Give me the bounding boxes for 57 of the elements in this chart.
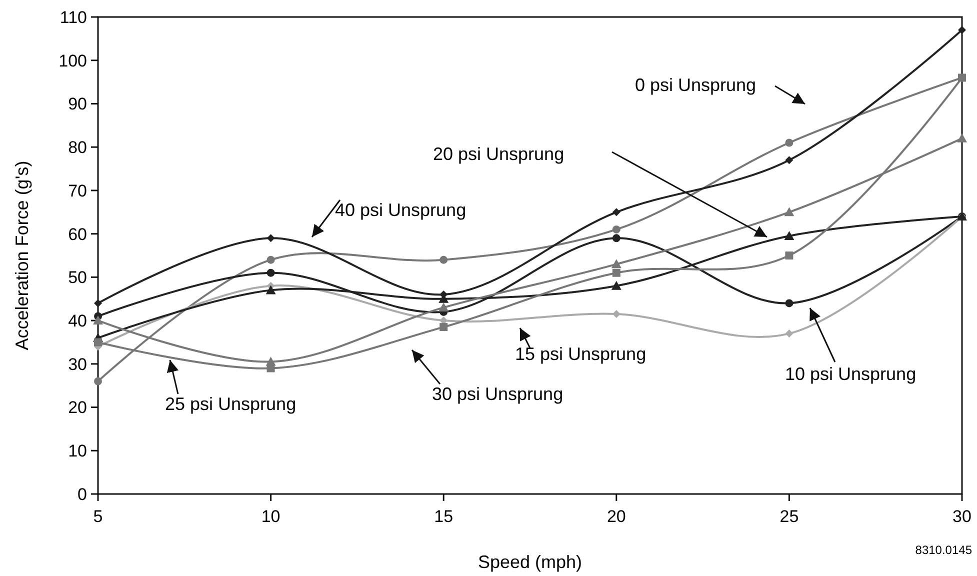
point	[440, 256, 448, 264]
annotation: 30 psi Unsprung	[432, 384, 564, 404]
point	[266, 268, 275, 277]
point	[438, 302, 449, 312]
x-tick-label: 25	[780, 507, 799, 526]
point	[958, 74, 966, 82]
point	[612, 268, 620, 277]
point	[785, 252, 794, 260]
annotation: 0 psi Unsprung	[635, 75, 756, 95]
point	[94, 377, 102, 386]
point	[93, 316, 103, 325]
point	[612, 310, 620, 318]
y-tick-label: 80	[68, 138, 87, 158]
point	[784, 230, 794, 240]
point	[266, 234, 275, 242]
x-axis-title: Speed (mph)	[478, 552, 582, 572]
y-tick-label: 90	[68, 94, 87, 114]
point	[958, 26, 966, 34]
x-tick-label: 30	[952, 507, 972, 526]
y-tick-label: 100	[58, 51, 87, 70]
point	[266, 285, 276, 294]
point	[612, 234, 620, 242]
annotation: 40 psi Unsprung	[335, 200, 466, 220]
annotation: 15 psi Unsprung	[515, 344, 646, 364]
point	[266, 364, 275, 372]
y-tick-label: 110	[60, 8, 87, 27]
point	[94, 299, 102, 308]
x-tick-label: 20	[606, 507, 626, 526]
x-tick-label: 5	[93, 507, 103, 526]
point	[612, 208, 620, 216]
y-tick-label: 30	[68, 354, 87, 374]
point	[785, 138, 794, 147]
point	[94, 338, 102, 346]
y-tick-label: 40	[68, 311, 87, 330]
x-tick-label: 15	[434, 507, 454, 526]
point	[440, 323, 448, 332]
text: 8310.0145	[915, 543, 972, 557]
annotation: 10 psi Unsprung	[785, 364, 916, 384]
point	[784, 207, 794, 216]
y-axis-title: Acceleration Force (g's)	[12, 160, 32, 350]
point	[957, 133, 967, 142]
y-tick-label: 50	[68, 268, 87, 288]
y-tick-label: 10	[68, 442, 87, 461]
y-tick-label: 60	[68, 224, 87, 244]
point	[785, 299, 794, 308]
point	[611, 259, 622, 268]
y-tick-label: 0	[78, 484, 87, 504]
x-tick-label: 10	[261, 507, 280, 526]
annotation: 20 psi Unsprung	[433, 144, 564, 164]
annotation: 25 psi Unsprung	[165, 394, 296, 414]
y-tick-label: 20	[68, 398, 87, 418]
point	[785, 330, 794, 338]
point	[266, 256, 275, 264]
y-tick-label: 70	[68, 181, 87, 200]
point	[785, 156, 794, 164]
point	[611, 280, 622, 290]
point	[612, 225, 620, 234]
